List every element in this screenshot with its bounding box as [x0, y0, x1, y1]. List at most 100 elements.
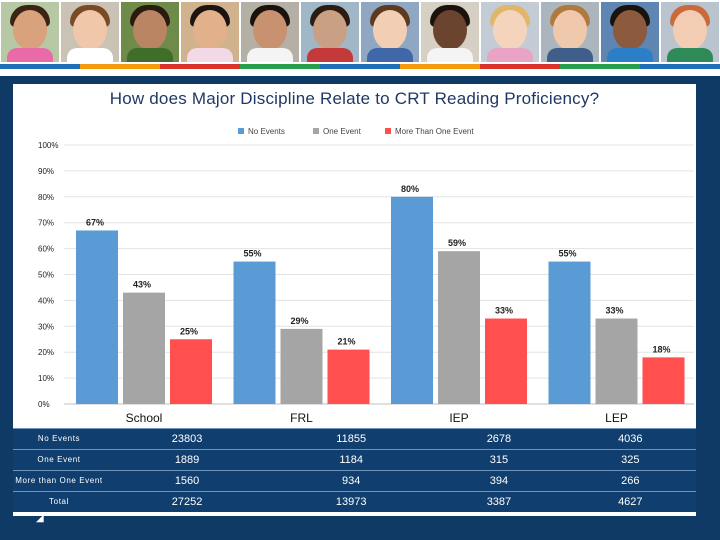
photo-shirt: [606, 48, 654, 62]
header-photo-banner: [0, 0, 720, 76]
strip-segment: [480, 64, 561, 69]
student-photo: [301, 2, 359, 62]
table-cell: 1889: [105, 449, 270, 471]
strip-segment: [240, 64, 321, 69]
table-cell: 27252: [105, 491, 270, 512]
bar: [280, 328, 323, 404]
photo-shirt: [486, 48, 534, 62]
banner-color-strip: [0, 64, 720, 69]
photo-face: [133, 10, 167, 50]
y-tick-label: 30%: [38, 322, 54, 331]
photo-face: [313, 10, 347, 50]
y-tick-label: 20%: [38, 348, 54, 357]
photo-face: [253, 10, 287, 50]
photo-face: [613, 10, 647, 50]
table-cell: 266: [564, 470, 696, 492]
row-label: One Event: [13, 449, 105, 471]
table-cell: 4627: [564, 491, 696, 512]
table-cell: 23803: [105, 427, 270, 450]
y-tick-label: 80%: [38, 193, 54, 202]
category-label: LEP: [605, 411, 628, 425]
legend-entry: One Event: [323, 127, 362, 136]
table-cell: 11855: [269, 427, 434, 450]
photo-face: [553, 10, 587, 50]
data-label: 43%: [133, 280, 151, 290]
table-cell: 315: [433, 449, 565, 471]
student-photo: [361, 2, 419, 62]
student-photo: [661, 2, 719, 62]
bar: [76, 230, 118, 404]
table-cell: 2678: [433, 427, 565, 450]
student-photo: [601, 2, 659, 62]
student-photo: [481, 2, 539, 62]
table-row-one-event: One Event 1889 1184 315 325: [13, 449, 696, 471]
y-tick-label: 0%: [38, 400, 50, 409]
bar: [123, 292, 165, 404]
y-tick-label: 50%: [38, 271, 54, 280]
bar: [548, 261, 591, 404]
data-label: 33%: [606, 306, 624, 316]
photo-shirt: [186, 48, 234, 62]
data-label: 21%: [338, 337, 356, 347]
student-photo: [421, 2, 479, 62]
student-photo: [61, 2, 119, 62]
photo-shirt: [366, 48, 414, 62]
photo-face: [73, 10, 107, 50]
row-label: More than One Event: [13, 470, 105, 492]
row-label: Total: [13, 491, 105, 512]
table-cell: 394: [433, 470, 565, 492]
data-label: 59%: [448, 238, 466, 248]
photo-face: [433, 10, 467, 50]
data-label: 25%: [180, 326, 198, 336]
photo-shirt: [426, 48, 474, 62]
photo-shirt: [126, 48, 174, 62]
bar: [485, 318, 527, 404]
table-cell: 4036: [564, 427, 696, 450]
student-photo: [1, 2, 59, 62]
student-photo: [121, 2, 179, 62]
table-cell: 934: [269, 470, 434, 492]
photo-shirt: [66, 48, 114, 62]
photo-shirt: [666, 48, 714, 62]
bar: [170, 339, 212, 404]
category-label: IEP: [449, 411, 468, 425]
table-cell: 325: [564, 449, 696, 471]
strip-segment: [320, 64, 401, 69]
table-cell: 3387: [433, 491, 565, 512]
bar: [391, 196, 433, 404]
category-label: School: [126, 411, 163, 425]
table-cell: 1560: [105, 470, 270, 492]
y-tick-label: 100%: [38, 141, 58, 150]
legend-entry: More Than One Event: [395, 127, 474, 136]
bar: [438, 251, 480, 404]
data-label: 55%: [559, 249, 577, 259]
data-label: 33%: [495, 306, 513, 316]
photo-shirt: [306, 48, 354, 62]
table-cell: 1184: [269, 449, 434, 471]
student-photo: [181, 2, 239, 62]
data-label: 55%: [244, 249, 262, 259]
legend-swatch: [385, 128, 391, 134]
bar: [595, 318, 638, 404]
strip-segment: [80, 64, 161, 69]
counts-table: No Events 23803 11855 2678 4036 One Even…: [13, 427, 696, 512]
photo-shirt: [6, 48, 54, 62]
chart-title: How does Major Discipline Relate to CRT …: [109, 89, 600, 108]
photo-face: [193, 10, 227, 50]
table-cell: 13973: [269, 491, 434, 512]
bar: [233, 261, 276, 404]
row-label: No Events: [13, 427, 105, 450]
y-tick-label: 40%: [38, 296, 54, 305]
photo-face: [13, 10, 47, 50]
y-tick-label: 90%: [38, 167, 54, 176]
data-label: 67%: [86, 217, 104, 227]
y-tick-label: 10%: [38, 374, 54, 383]
y-tick-label: 60%: [38, 245, 54, 254]
student-photo: [241, 2, 299, 62]
student-photo: [541, 2, 599, 62]
data-label: 18%: [653, 344, 671, 354]
strip-segment: [400, 64, 481, 69]
legend-entry: No Events: [248, 127, 285, 136]
strip-segment: [160, 64, 241, 69]
